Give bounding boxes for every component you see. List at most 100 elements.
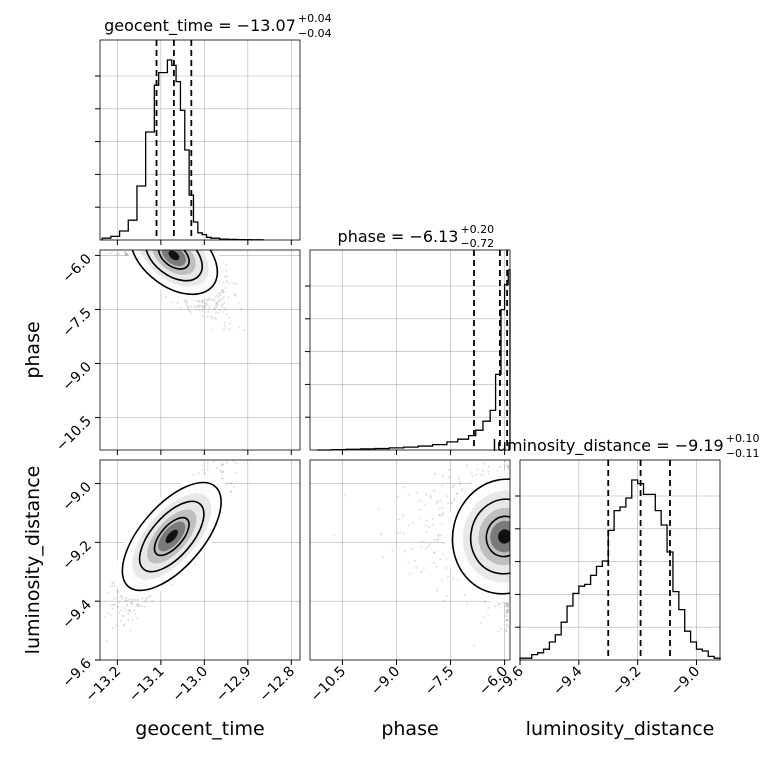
- sample-point: [206, 468, 209, 471]
- sample-point: [234, 282, 237, 285]
- sample-point: [125, 605, 128, 608]
- sample-point: [198, 301, 201, 304]
- sample-point: [118, 601, 121, 604]
- contour-line-0: [129, 250, 219, 296]
- sample-point: [134, 612, 137, 615]
- sample-point: [223, 306, 226, 309]
- sample-point: [204, 305, 207, 308]
- sample-point: [210, 298, 213, 301]
- sample-point: [221, 461, 224, 464]
- sample-point: [126, 253, 129, 256]
- sample-point: [132, 598, 135, 601]
- y-tick-label: −6.0: [59, 251, 94, 286]
- sample-point: [195, 305, 198, 308]
- sample-point: [187, 306, 190, 309]
- sample-point: [220, 305, 223, 308]
- sample-point: [124, 600, 127, 603]
- sample-point: [217, 292, 220, 295]
- sample-point: [119, 595, 122, 598]
- sample-point: [197, 471, 200, 475]
- sample-point: [223, 301, 226, 304]
- sample-point: [120, 595, 124, 598]
- sample-point: [176, 301, 179, 304]
- sample-point: [217, 296, 220, 299]
- sample-point: [207, 298, 210, 301]
- sample-point: [185, 304, 188, 307]
- sample-point: [122, 614, 125, 617]
- sample-point: [227, 281, 230, 284]
- histogram-line: [101, 59, 264, 241]
- sample-point: [123, 251, 126, 254]
- sample-point: [201, 315, 204, 318]
- sample-point: [215, 303, 218, 306]
- sample-point: [228, 328, 231, 331]
- sample-point: [219, 469, 222, 472]
- sample-point: [135, 603, 138, 607]
- sample-point: [225, 482, 228, 486]
- sample-point: [129, 609, 132, 612]
- sample-point: [185, 299, 188, 302]
- sample-point: [208, 305, 211, 308]
- sample-point: [109, 613, 112, 616]
- sample-point: [224, 286, 227, 290]
- sample-point: [203, 302, 207, 305]
- sample-point: [120, 609, 123, 612]
- sample-point: [128, 629, 132, 632]
- sample-point: [214, 316, 217, 319]
- sample-point: [144, 601, 147, 604]
- contour-line-1: [144, 250, 203, 282]
- sample-point: [228, 322, 232, 325]
- sample-point: [136, 604, 139, 607]
- sample-point: [224, 308, 227, 311]
- sample-point: [243, 329, 246, 332]
- sample-point: [218, 309, 222, 312]
- sample-point: [217, 455, 219, 457]
- sample-point: [113, 603, 116, 606]
- sample-point: [216, 294, 219, 297]
- sample-point: [106, 611, 109, 614]
- sample-point: [221, 471, 224, 474]
- sample-point: [189, 309, 192, 312]
- sample-point: [221, 477, 224, 480]
- sample-point: [121, 597, 124, 600]
- sample-point: [225, 461, 228, 464]
- sample-point: [216, 303, 219, 306]
- sample-point: [130, 602, 133, 605]
- sample-point: [214, 305, 217, 308]
- sample-point: [205, 298, 209, 302]
- sample-point: [222, 463, 225, 467]
- sample-point: [115, 624, 118, 627]
- sample-point: [229, 490, 232, 493]
- sample-point: [234, 471, 237, 474]
- sample-point: [217, 312, 220, 315]
- sample-point: [244, 452, 246, 454]
- sample-point: [222, 291, 225, 294]
- sample-point: [124, 252, 128, 255]
- sample-point: [117, 252, 120, 256]
- density-level-4: [168, 250, 180, 261]
- sample-point: [123, 250, 127, 254]
- sample-point: [213, 308, 216, 311]
- sample-point: [200, 299, 203, 302]
- sample-point: [215, 302, 218, 305]
- sample-point: [208, 299, 211, 302]
- sample-point: [110, 604, 113, 607]
- sample-point: [205, 301, 208, 304]
- sample-point: [116, 605, 119, 609]
- sample-point: [116, 591, 119, 594]
- sample-point: [112, 603, 115, 606]
- sample-point: [214, 318, 218, 321]
- axes-frame: [309, 249, 511, 451]
- sample-point: [234, 294, 237, 297]
- sample-point: [206, 461, 209, 464]
- y-tick-label: −9.0: [59, 359, 94, 394]
- sample-point: [220, 463, 223, 466]
- samples-layer: [104, 452, 246, 642]
- sample-point: [123, 623, 126, 626]
- sample-point: [197, 304, 200, 307]
- y-tick-label: −10.5: [53, 413, 95, 455]
- sample-point: [225, 313, 229, 316]
- sample-point: [222, 311, 225, 314]
- sample-point: [219, 293, 222, 297]
- sample-point: [221, 289, 224, 292]
